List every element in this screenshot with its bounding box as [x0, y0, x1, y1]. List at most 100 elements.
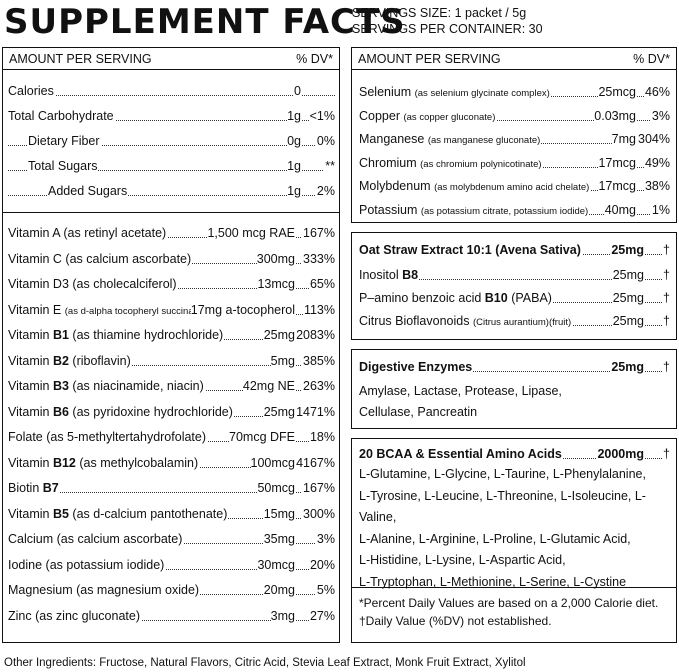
nutrient-name: Chromium (as chromium polynicotinate)	[359, 153, 543, 174]
dotted-leader	[8, 568, 335, 570]
nutrient-label: Vitamin	[8, 353, 50, 368]
nutrient-source-note: (as molybdenum amino acid chelate)	[434, 182, 590, 193]
enzymes-line: Amylase, Lactase, Protease, Lipase,	[359, 384, 562, 398]
nutrient-row: Vitamin A (as retinyl acetate) 1,500 mcg …	[8, 224, 335, 242]
nutrient-row: Vitamin D3 (as cholecalciferol) 13mcg 65%	[8, 275, 335, 293]
footnotes: *Percent Daily Values are based on a 2,0…	[359, 594, 658, 630]
right-header: AMOUNT PER SERVING % DV*	[352, 48, 676, 70]
nutrient-amount: 2000mg	[597, 445, 644, 463]
nutrient-row: Copper (as copper gluconate) 0.03mg 3%	[359, 106, 670, 127]
nutrient-code: B10	[484, 291, 508, 305]
nutrient-label: Citrus Bioflavonoids	[359, 314, 470, 328]
nutrient-dv: 20%	[308, 555, 335, 574]
nutrient-row: Vitamin C (as calcium ascorbate) 300mg 333…	[8, 249, 335, 268]
nutrient-amount: 0g	[287, 132, 301, 150]
nutrient-amount: 25mg	[612, 289, 644, 307]
nutrient-dv: 3%	[650, 106, 670, 125]
nutrient-dv: †	[662, 266, 670, 284]
enzymes-line: Cellulase, Pancreatin	[359, 405, 478, 419]
nutrient-label: Vitamin	[8, 455, 50, 470]
dagger-footnote: †Daily Value (%DV) not established.	[359, 614, 552, 628]
nutrient-dv: 304%	[637, 130, 670, 148]
minerals-panel: AMOUNT PER SERVING % DV* Selenium (as se…	[351, 47, 677, 223]
amino-list: L-Glutamine, L-Glycine, L-Taurine, L-Phe…	[359, 464, 676, 593]
nutrient-dv: 46%	[643, 83, 670, 101]
enzymes-row: Digestive Enzymes 25mg †	[359, 358, 670, 376]
nutrient-name: Oat Straw Extract 10:1 (Avena Sativa)	[359, 241, 582, 259]
nutrient-name: Folate (as 5-methyltertahydrofolate)	[8, 428, 208, 446]
dv-footnote: *Percent Daily Values are based on a 2,0…	[359, 596, 659, 610]
nutrient-name: Biotin B7	[8, 479, 60, 497]
dotted-leader	[8, 492, 335, 493]
nutrient-row: Manganese (as manganese gluconate) 7mg 304…	[359, 130, 670, 150]
nutrient-name: Iodine (as potassium iodide)	[8, 555, 166, 574]
nutrient-amount: 70mcg DFE	[229, 428, 295, 446]
nutrient-source: (riboflavin)	[72, 353, 131, 368]
nutrient-label: Added Sugars	[48, 184, 128, 198]
nutrient-name: Inositol B8	[359, 266, 420, 284]
nutrient-code: B8	[402, 268, 419, 282]
amino-line: L-Tyrosine, L-Leucine, L-Threonine, L-Is…	[359, 488, 646, 525]
nutrient-row: Dietary Fiber 0g 0%	[8, 132, 335, 150]
nutrient-source: (Avena Sativa)	[495, 243, 581, 257]
nutrient-label: Vitamin E	[8, 302, 62, 317]
nutrient-name: Total Carbohydrate	[8, 107, 115, 125]
nutrient-dv: †	[662, 445, 670, 463]
nutrient-amount: 20mg	[263, 581, 295, 599]
nutrient-amount: 7mg	[611, 130, 636, 148]
nutrient-row: Total Carbohydrate 1g <1%	[8, 107, 335, 125]
dotted-leader	[8, 237, 335, 238]
nutrient-name: Vitamin B3 (as niacinamide, niacin)	[8, 377, 205, 395]
nutrient-name: Vitamin B6 (as pyridoxine hydrochloride)	[8, 402, 234, 421]
nutrient-row: P–amino benzoic acid B10 (PABA) 25mg †	[359, 289, 670, 307]
nutrient-amount: 1g	[287, 157, 301, 175]
nutrient-name: Selenium (as selenium glycinate complex)	[359, 83, 551, 103]
nutrient-label: Vitamin	[8, 379, 50, 393]
nutrient-dv: 1471%	[295, 402, 335, 421]
nutrient-code: B2	[52, 353, 69, 368]
nutrient-name: Calcium (as calcium ascorbate)	[8, 530, 184, 548]
nutrient-row: Potassium (as potassium citrate, potassi…	[359, 200, 670, 221]
nutrient-amount: 25mg	[612, 266, 644, 284]
nutrient-source-note: (as potassium citrate, potassium iodide)	[420, 205, 589, 217]
nutrient-dv: †	[662, 358, 670, 376]
nutrient-amount: 13mcg	[257, 275, 295, 293]
nutrient-amount: 0	[294, 82, 301, 100]
nutrient-source: (as niacinamide, niacin)	[72, 379, 204, 393]
dotted-leader	[8, 364, 335, 366]
nutrient-code: B12	[52, 455, 76, 470]
nutrient-code: B3	[52, 379, 69, 393]
nutrient-dv: 1%	[650, 200, 670, 219]
nutrient-dv: 49%	[643, 153, 670, 172]
dotted-leader	[359, 279, 670, 280]
dotted-leader	[359, 371, 670, 372]
nutrient-dv: †	[662, 289, 670, 307]
amino-line: L-Alanine, L-Arginine, L-Proline, L-Glut…	[359, 531, 631, 546]
nutrient-row: Folate (as 5-methyltertahydrofolate) 70mc…	[8, 428, 335, 446]
nutrient-name: Vitamin D3 (as cholecalciferol)	[8, 275, 178, 293]
nutrient-dv: 300%	[302, 504, 335, 523]
nutrient-label: Vitamin	[8, 404, 50, 419]
nutrient-amount: 1g	[287, 107, 301, 125]
nutrient-row: Total Sugars 1g **	[8, 157, 335, 175]
servings-per-container: SERVINGS PER CONTAINER: 30	[352, 22, 543, 36]
nutrient-name: Vitamin E (as d-alpha tocopheryl succina…	[8, 300, 206, 321]
nutrient-dv: 0%	[315, 132, 335, 150]
nutrient-name: Dietary Fiber	[28, 132, 101, 150]
left-header: AMOUNT PER SERVING % DV*	[3, 48, 339, 70]
nutrient-amount: 42mg NE	[242, 377, 295, 395]
dv-label: % DV*	[296, 52, 333, 66]
nutrient-name: Vitamin B12 (as methylcobalamin)	[8, 453, 200, 472]
nutrient-row: Vitamin B2 (riboflavin) 5mg 385%	[8, 351, 335, 370]
nutrient-name: Molybdenum (as molybdenum amino acid che…	[359, 177, 591, 197]
nutrient-source: (PABA)	[511, 291, 552, 305]
nutrient-name: Zinc (as zinc gluconate)	[8, 606, 142, 625]
nutrient-label: P–amino benzoic acid	[359, 291, 482, 305]
nutrient-name: 20 BCAA & Essential Amino Acids	[359, 445, 563, 463]
nutrient-row: Calcium (as calcium ascorbate) 35mg 3%	[8, 530, 335, 548]
nutrient-name: Digestive Enzymes	[359, 358, 474, 376]
nutrient-source-note: (as copper gluconate)	[403, 111, 496, 123]
dotted-leader	[8, 195, 335, 196]
nutrient-row: Vitamin B3 (as niacinamide, niacin) 42mg …	[8, 377, 335, 395]
nutrient-name: P–amino benzoic acid B10 (PABA)	[359, 289, 553, 307]
